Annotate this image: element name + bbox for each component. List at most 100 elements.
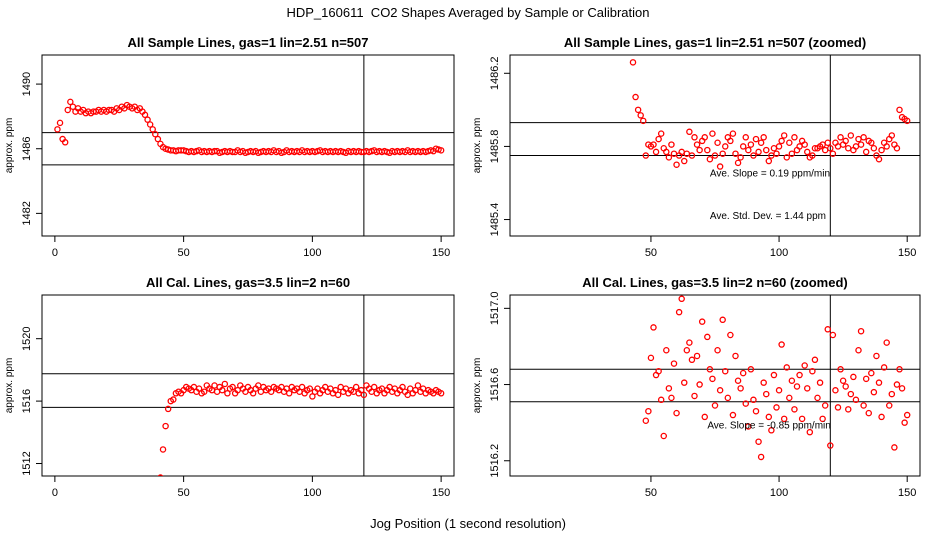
data-point — [211, 382, 218, 389]
data-point — [862, 375, 870, 383]
data-point — [665, 385, 673, 392]
data-point — [704, 146, 711, 154]
data-point — [875, 155, 883, 163]
data-point — [770, 371, 778, 379]
data-point — [701, 134, 709, 141]
data-point — [737, 154, 744, 161]
data-point — [801, 362, 808, 369]
data-point — [714, 347, 721, 354]
y-tick-label: 1486 — [21, 136, 33, 160]
data-point — [798, 415, 806, 423]
data-point — [306, 385, 314, 392]
data-point — [673, 409, 680, 417]
data-point — [804, 385, 811, 392]
data-point — [857, 327, 865, 335]
data-point — [61, 139, 69, 146]
data-point — [765, 413, 773, 421]
data-point — [893, 381, 901, 388]
data-point — [862, 148, 870, 156]
x-tick-label: 150 — [898, 487, 916, 499]
data-point — [686, 128, 693, 136]
data-point — [224, 390, 231, 397]
data-point — [786, 139, 793, 147]
data-point — [642, 417, 650, 424]
data-point — [665, 154, 673, 161]
data-point — [893, 144, 901, 152]
data-point — [845, 406, 852, 413]
data-point — [734, 159, 742, 167]
y-tick-label: 1485.4 — [489, 203, 501, 237]
data-point — [755, 148, 762, 156]
data-point — [437, 147, 445, 154]
data-point — [768, 427, 775, 434]
data-point — [747, 141, 755, 148]
data-point — [727, 331, 734, 339]
annotation-text: Ave. Slope = 0.19 ppm/min — [710, 168, 830, 179]
data-point — [860, 402, 867, 409]
data-point — [739, 143, 747, 150]
data-point — [660, 432, 668, 440]
x-tick-label: 100 — [770, 487, 788, 499]
data-point — [673, 161, 680, 168]
data-point — [634, 106, 642, 114]
data-point — [704, 333, 711, 341]
data-point — [821, 146, 829, 154]
data-point — [745, 423, 752, 430]
data-point — [814, 394, 821, 402]
data-point — [898, 385, 906, 392]
data-point — [775, 387, 783, 394]
data-point — [54, 126, 61, 133]
data-point — [901, 419, 908, 426]
data-point — [742, 400, 750, 407]
data-point — [298, 383, 306, 391]
panel-title: All Sample Lines, gas=1 lin=2.51 n=507 (… — [564, 35, 866, 50]
data-point — [809, 367, 816, 375]
data-point — [793, 383, 801, 390]
data-point — [847, 132, 855, 139]
data-point — [860, 134, 867, 141]
data-point — [688, 356, 696, 364]
data-point — [724, 394, 732, 402]
data-point — [850, 373, 857, 381]
data-point — [688, 152, 696, 159]
panel-title: All Sample Lines, gas=1 lin=2.51 n=507 — [128, 35, 369, 50]
data-point — [837, 366, 844, 373]
data-point — [698, 318, 706, 325]
data-point — [757, 453, 765, 461]
data-point — [829, 150, 837, 157]
x-tick-label: 50 — [178, 247, 190, 259]
data-point — [783, 364, 791, 371]
data-point — [170, 396, 177, 403]
data-point — [780, 132, 788, 139]
data-point — [752, 135, 760, 143]
y-axis-label: approx. ppm — [472, 118, 483, 174]
data-point — [827, 442, 834, 449]
x-tick-label: 100 — [303, 247, 321, 259]
data-point — [645, 407, 652, 415]
data-point — [650, 324, 657, 331]
data-point — [757, 139, 765, 147]
data-point — [837, 134, 844, 141]
data-point — [144, 116, 151, 123]
data-point — [773, 404, 780, 411]
data-point — [903, 411, 911, 419]
data-point — [732, 150, 739, 157]
data-point — [770, 144, 778, 152]
data-point — [668, 394, 675, 402]
data-point — [791, 406, 798, 413]
figure-x-axis-label: Jog Position (1 second resolution) — [370, 516, 566, 531]
annotation-text: Ave. Std. Dev. = 1.44 ppm — [710, 211, 826, 222]
y-tick-label: 1485.8 — [489, 130, 501, 164]
y-axis-label: approx. ppm — [472, 358, 483, 414]
data-point — [154, 135, 162, 143]
data-point — [716, 163, 724, 170]
x-tick-label: 150 — [898, 247, 916, 259]
data-point — [716, 387, 724, 394]
data-point — [865, 409, 873, 417]
data-point — [714, 139, 721, 147]
data-point — [780, 415, 788, 423]
y-tick-label: 1482 — [21, 201, 33, 225]
plot-frame — [41, 54, 455, 237]
data-point — [870, 144, 878, 152]
data-point — [786, 394, 793, 402]
